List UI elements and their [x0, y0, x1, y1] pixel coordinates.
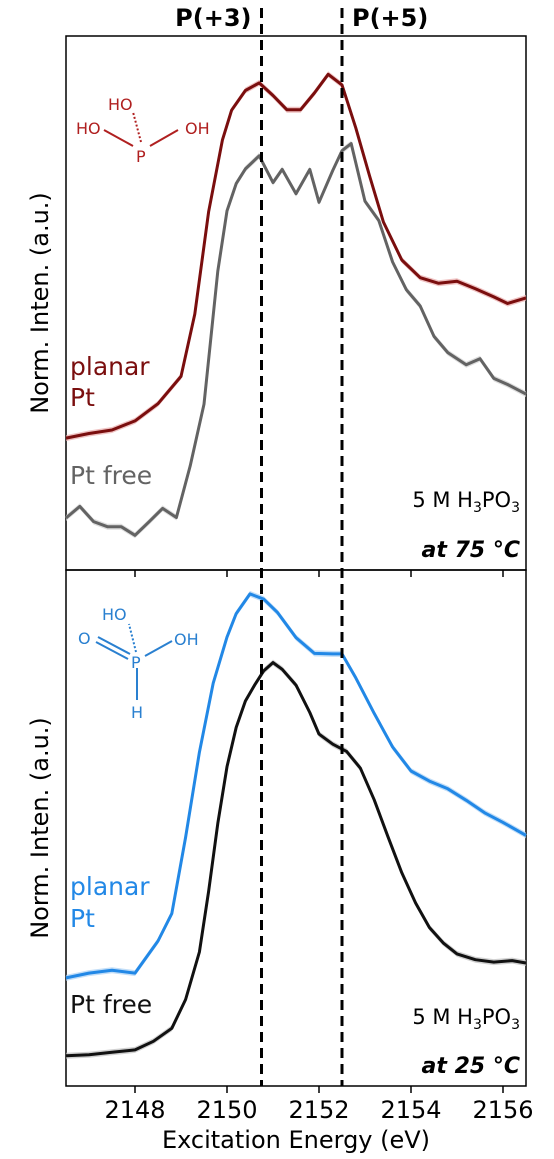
molecule-left-label: O [78, 629, 91, 648]
concentration-label: 5 M H3PO3 [412, 488, 520, 516]
series-line-pt-free [65, 661, 527, 1058]
concentration-label: 5 M H3PO3 [412, 1005, 520, 1033]
molecule-top-label: HO [108, 95, 133, 114]
molecule-phosphonic-acid-icon: HO O OH P H [78, 605, 199, 722]
x-tick-label: 2148 [104, 1096, 165, 1124]
x-tick-label: 2154 [380, 1096, 441, 1124]
molecule-right-label: OH [174, 630, 199, 649]
x-tick-label: 2150 [196, 1096, 257, 1124]
panel-top-series [65, 71, 527, 539]
concentration-sub2: 3 [511, 1017, 520, 1033]
series-line-planar-pt [65, 592, 527, 980]
series-label-pt-free: Pt free [70, 461, 152, 490]
concentration-sub1: 3 [473, 1017, 482, 1033]
molecule-center-label: P [136, 147, 146, 166]
reference-line-label-1: P(+3) [175, 4, 251, 32]
x-axis-ticks: 2148 2150 2152 2154 2156 [104, 570, 534, 1124]
x-tick-label: 2152 [288, 1096, 349, 1124]
panel-bottom-frame [65, 569, 527, 1087]
series-line-pt-free [65, 142, 527, 537]
molecule-left-label: HO [76, 119, 101, 138]
panel-bottom-25C: HO O OH P H planar Pt Pt free 5 M H3PO3 … [26, 569, 527, 1087]
molecule-bottom-label: H [131, 703, 143, 722]
concentration-prefix: 5 M H [412, 488, 473, 512]
series-label-planar-pt-line1: planar [70, 352, 150, 381]
concentration-mid: PO [482, 1005, 511, 1029]
y-axis-label: Norm. Inten. (a.u.) [26, 717, 54, 939]
series-label-pt-free: Pt free [70, 990, 152, 1019]
concentration-sub1: 3 [473, 500, 482, 516]
panel-bottom-series [65, 590, 527, 1059]
molecule-top-label: HO [102, 605, 127, 624]
panel-top-75C: HO HO OH P planar Pt Pt free 5 M H3PO3 a… [26, 35, 527, 571]
series-band-planar-pt [66, 71, 526, 442]
reference-lines: P(+3) P(+5) [175, 4, 428, 1086]
temperature-label: at 75 °C [422, 538, 520, 563]
reference-line-label-2: P(+5) [352, 4, 428, 32]
concentration-prefix: 5 M H [412, 1005, 473, 1029]
x-tick-label: 2156 [472, 1096, 533, 1124]
concentration-sub2: 3 [511, 500, 520, 516]
series-label-planar-pt-line2: Pt [70, 383, 95, 412]
series-band-planar-pt [66, 590, 526, 981]
series-label-planar-pt-line2: Pt [70, 904, 95, 933]
series-line-planar-pt [65, 72, 527, 440]
concentration-mid: PO [482, 488, 511, 512]
series-label-planar-pt-line1: planar [70, 872, 150, 901]
y-axis-label: Norm. Inten. (a.u.) [26, 192, 54, 414]
molecule-center-label: P [131, 653, 141, 672]
x-axis-label: Excitation Energy (eV) [162, 1126, 430, 1154]
molecule-phosphorous-acid-icon: HO HO OH P [76, 95, 210, 166]
molecule-right-label: OH [185, 119, 210, 138]
temperature-label: at 25 °C [422, 1054, 520, 1079]
